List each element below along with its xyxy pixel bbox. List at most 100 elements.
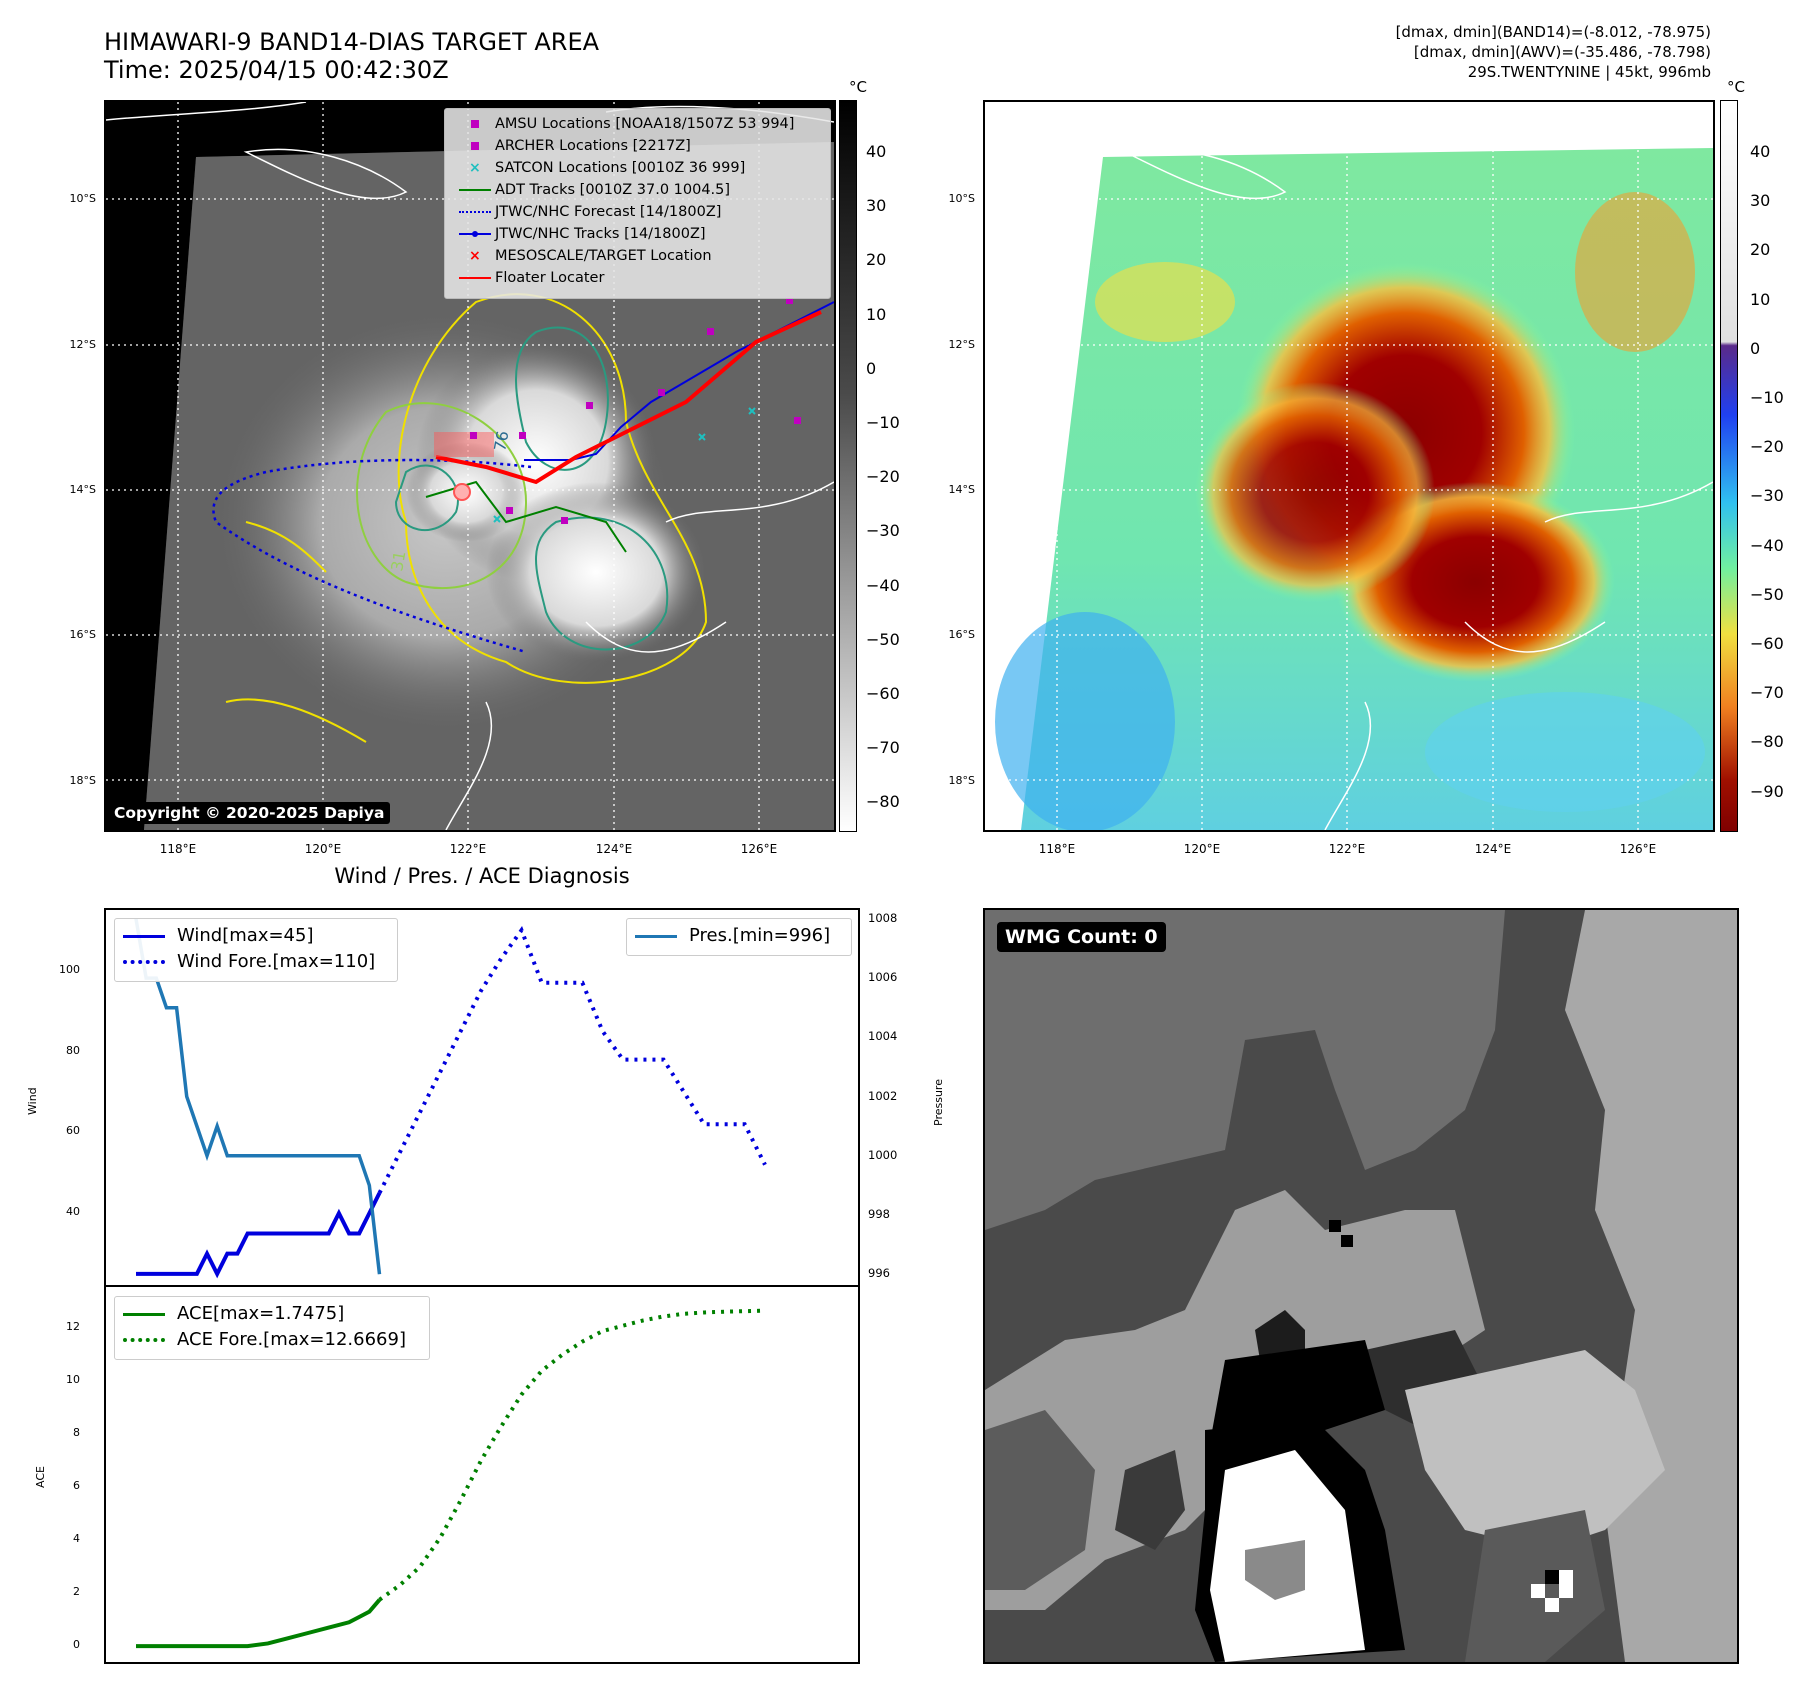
dotted-line-icon	[123, 1328, 165, 1352]
colorbar-tick-label: −30	[866, 521, 900, 541]
lon-label: 120°E	[1183, 842, 1221, 856]
legend-item-adt: ADT Tracks [0010Z 37.0 1004.5]	[455, 179, 730, 201]
x-marker-icon: ×	[469, 248, 481, 264]
legend-item-satcon: × SATCON Locations [0010Z 36 999]	[455, 157, 745, 179]
lat-label: 18°S	[948, 774, 975, 787]
diagnosis-panel: Wind[max=45] Wind Fore.[max=110] Pres.[m…	[104, 908, 860, 1664]
colorbar-tick-label: 10	[866, 304, 887, 324]
colorbar-tick-label: 20	[866, 250, 887, 270]
lon-label: 126°E	[740, 842, 778, 856]
ir-map-panel: 76 31 AMSU Locations [NOAA18/1507Z 53 99…	[104, 100, 836, 832]
colorbar-tick-label: −80	[866, 792, 900, 812]
wind-tick-label: 60	[66, 1124, 80, 1138]
lat-label: 16°S	[69, 628, 96, 641]
grayscale-colorbar	[839, 100, 857, 832]
lon-label: 124°E	[595, 842, 633, 856]
contour-label: 76	[490, 429, 512, 452]
contour-label-2: 31	[387, 549, 409, 572]
wind-line	[136, 1192, 382, 1279]
ace-line	[136, 1598, 382, 1649]
colorbar-tick-label: −40	[1750, 535, 1784, 555]
colorbar-tick-label: −50	[866, 629, 900, 649]
lon-label: 122°E	[449, 842, 487, 856]
lat-label: 10°S	[69, 192, 96, 205]
lon-label: 122°E	[1328, 842, 1366, 856]
colorbar-tick-label: −70	[1750, 683, 1784, 703]
info-awv: [dmax, dmin](AWV)=(-35.486, -78.798)	[1413, 43, 1711, 61]
lon-label: 124°E	[1474, 842, 1512, 856]
ir-map-imagery: 76 31	[106, 102, 834, 830]
wmg-imagery	[985, 910, 1737, 1662]
pressure-axis-label: Pressure	[932, 1079, 945, 1126]
wind-forecast-line	[377, 926, 767, 1194]
line-dot-icon	[455, 223, 495, 245]
legend-item-archer: ARCHER Locations [2217Z]	[455, 135, 691, 157]
legend-item-amsu: AMSU Locations [NOAA18/1507Z 53 994]	[455, 113, 794, 135]
info-band14: [dmax, dmin](BAND14)=(-8.012, -78.975)	[1395, 23, 1711, 41]
lon-label: 120°E	[304, 842, 342, 856]
wind-legend: Wind[max=45] Wind Fore.[max=110]	[114, 918, 398, 982]
wind-tick-label: 80	[66, 1043, 80, 1057]
line-icon	[635, 924, 677, 948]
lat-label: 14°S	[948, 483, 975, 496]
lat-label: 14°S	[69, 483, 96, 496]
lon-label: 118°E	[159, 842, 197, 856]
colorbar-tick-label: 30	[866, 196, 887, 216]
chart-time: Time: 2025/04/15 00:42:30Z	[104, 56, 449, 84]
wmg-count-badge: WMG Count: 0	[997, 922, 1166, 952]
colorbar-tick-label: −70	[866, 738, 900, 758]
copyright-label: Copyright © 2020-2025 Dapiya	[108, 802, 391, 824]
legend-item-ace: ACE[max=1.7475]	[123, 1302, 344, 1326]
diagnosis-title: Wind / Pres. / ACE Diagnosis	[334, 864, 630, 888]
square-marker-icon	[455, 113, 495, 135]
lat-label: 12°S	[69, 338, 96, 351]
colorbar-tick-label: −10	[1750, 388, 1784, 407]
ace-tick-label: 6	[73, 1479, 80, 1493]
colorbar-unit: °C	[849, 78, 867, 96]
line-icon	[123, 924, 165, 948]
pressure-tick-label: 1002	[868, 1088, 898, 1103]
colorbar-unit: °C	[1727, 78, 1745, 96]
diagnosis-title-wrap: Wind / Pres. / ACE Diagnosis	[104, 864, 860, 894]
pressure-legend: Pres.[min=996]	[626, 918, 852, 956]
ace-tick-label: 8	[73, 1426, 80, 1440]
ace-legend: ACE[max=1.7475] ACE Fore.[max=12.6669]	[114, 1296, 430, 1360]
colorbar-tick-label: −80	[1750, 732, 1784, 752]
colorbar-tick-label: 40	[866, 142, 887, 161]
colorbar-tick-label: 10	[1750, 289, 1771, 309]
info-storm: 29S.TWENTYNINE | 45kt, 996mb	[1467, 63, 1711, 81]
ace-forecast-line	[378, 1308, 766, 1602]
legend-item-forecast: JTWC/NHC Forecast [14/1800Z]	[455, 201, 721, 223]
lat-label: 10°S	[948, 192, 975, 205]
lat-label: 18°S	[69, 774, 96, 787]
colorbar-tick-label: −60	[1750, 634, 1784, 653]
diagnosis-plot-area	[106, 918, 858, 1649]
ace-tick-label: 10	[66, 1373, 80, 1387]
legend-item-floater: Floater Locater	[455, 267, 604, 289]
pressure-tick-label: 996	[868, 1266, 890, 1281]
pressure-tick-label: 1004	[868, 1029, 898, 1044]
colorbar-tick-label: 40	[1750, 142, 1771, 161]
colorbar-tick-label: 0	[1750, 338, 1761, 358]
colorbar-tick-label: −40	[866, 575, 900, 595]
ace-tick-label: 2	[73, 1585, 80, 1599]
pressure-tick-label: 1000	[868, 1147, 898, 1162]
square-marker-icon	[455, 135, 495, 157]
wmg-panel: WMG Count: 0	[983, 908, 1739, 1664]
legend-item-wind-fore: Wind Fore.[max=110]	[123, 950, 375, 974]
colorbar-tick-label: −30	[1750, 486, 1784, 506]
colorbar-tick-label: −20	[866, 467, 900, 487]
colorbar-tick-label: 30	[1750, 191, 1771, 211]
ace-tick-label: 4	[73, 1532, 80, 1546]
ace-tick-label: 0	[73, 1638, 80, 1652]
color-colorbar	[1720, 100, 1738, 832]
lat-label: 16°S	[948, 628, 975, 641]
map-legend: AMSU Locations [NOAA18/1507Z 53 994] ARC…	[444, 108, 831, 299]
colorbar-tick-label: −10	[866, 413, 900, 432]
colorbar-tick-label: −90	[1750, 781, 1784, 801]
color-map-panel	[983, 100, 1715, 832]
wind-axis-label: Wind	[26, 1087, 39, 1115]
pressure-line	[134, 918, 382, 1275]
pressure-tick-label: 1008	[868, 910, 898, 925]
legend-item-wind: Wind[max=45]	[123, 924, 314, 948]
